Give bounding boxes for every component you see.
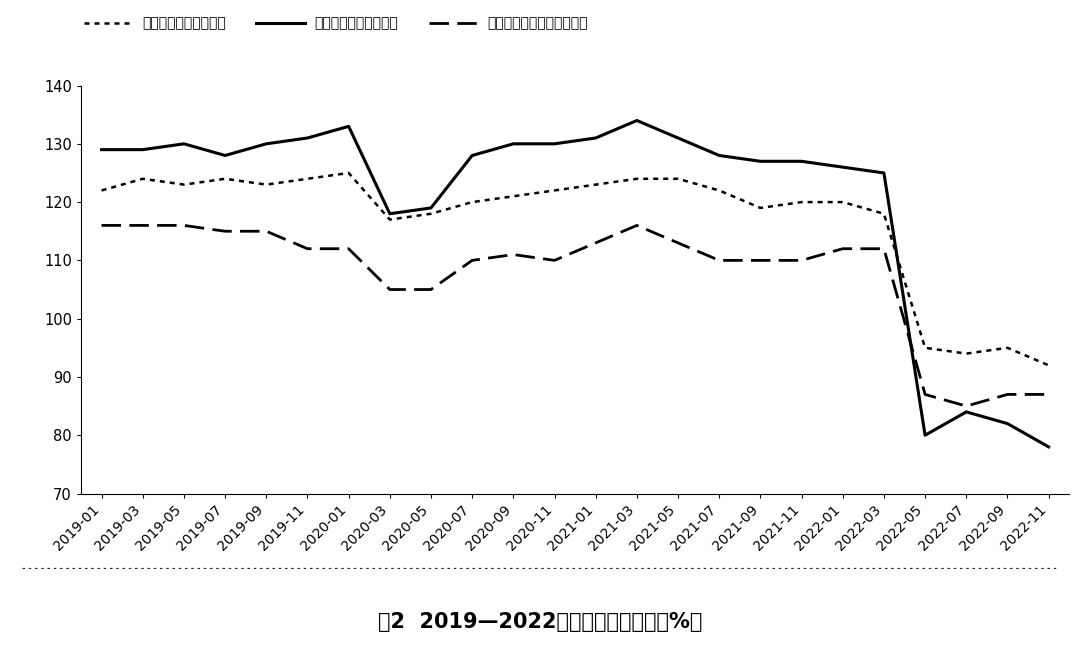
Legend: 消费者信心指数：收入, 消费者信心指数：就业, 消费者信心指数：消费意愿: 消费者信心指数：收入, 消费者信心指数：就业, 消费者信心指数：消费意愿	[78, 11, 593, 36]
Text: 图2  2019—2022年消费者信心指数（%）: 图2 2019—2022年消费者信心指数（%）	[378, 612, 702, 632]
